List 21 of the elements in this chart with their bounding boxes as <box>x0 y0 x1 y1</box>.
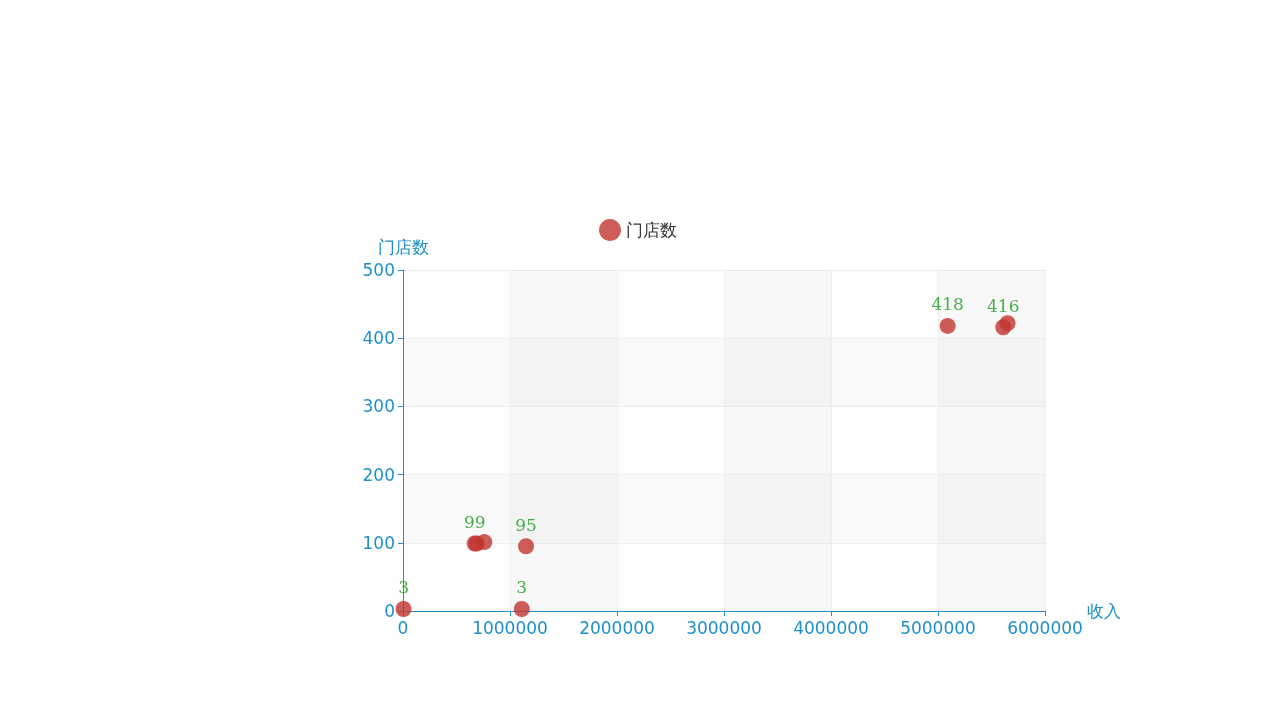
x-tick-label: 2000000 <box>579 617 655 638</box>
y-axis-title: 门店数 <box>377 236 429 257</box>
x-tick-label: 1000000 <box>472 617 548 638</box>
x-tick-label: 3000000 <box>686 617 762 638</box>
y-tick-label: 100 <box>362 532 395 553</box>
y-tick-label: 500 <box>362 260 395 280</box>
y-tick-label: 400 <box>362 328 395 349</box>
y-tick-label: 200 <box>362 464 395 485</box>
x-tick-label: 6000000 <box>1007 617 1083 638</box>
data-label: 418 <box>931 294 964 315</box>
y-tick-label: 0 <box>384 601 395 621</box>
data-label: 3 <box>516 577 528 598</box>
data-label: 416 <box>987 295 1020 316</box>
data-label: 99 <box>463 511 486 532</box>
x-tick-label: 5000000 <box>900 617 976 638</box>
x-tick-label: 4000000 <box>793 617 869 638</box>
x-axis-title: 收入 <box>1086 601 1121 621</box>
data-label: 95 <box>515 514 537 535</box>
y-tick-label: 300 <box>362 396 395 417</box>
legend-label: 门店数 <box>626 220 677 240</box>
x-tick-label: 0 <box>397 617 409 638</box>
